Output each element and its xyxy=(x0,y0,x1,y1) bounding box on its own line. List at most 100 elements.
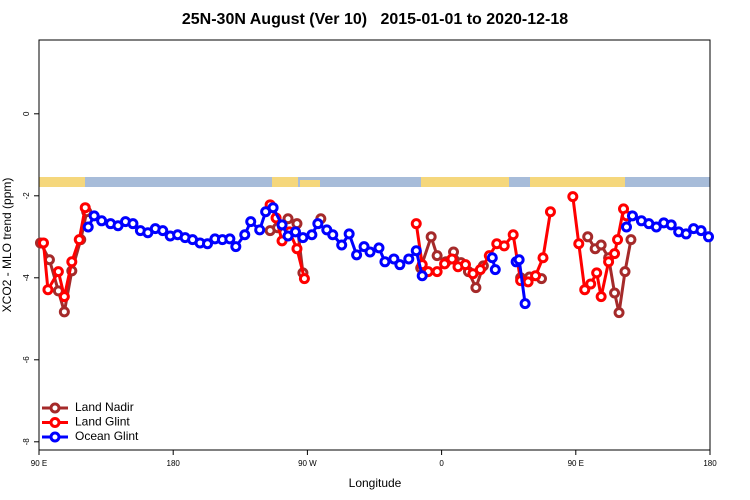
x-tick-label: 180 xyxy=(167,459,181,468)
data-point xyxy=(530,270,542,282)
chart-title: 25N-30N August (Ver 10) 2015-01-01 to 20… xyxy=(182,11,568,28)
x-tick-label: 90 E xyxy=(31,459,47,468)
data-point xyxy=(394,259,406,271)
data-point xyxy=(297,232,309,244)
x-tick-label: 90 W xyxy=(298,459,317,468)
data-point xyxy=(73,234,85,246)
y-tick-label: -4 xyxy=(22,274,31,282)
data-point xyxy=(343,228,355,240)
data-point xyxy=(403,253,415,265)
data-point xyxy=(58,291,70,303)
data-point xyxy=(431,250,443,262)
data-point xyxy=(291,243,303,255)
data-point xyxy=(276,219,288,231)
data-point xyxy=(567,191,579,203)
data-point xyxy=(312,218,324,230)
data-point xyxy=(519,298,531,310)
data-point xyxy=(609,287,621,299)
data-point xyxy=(201,238,213,250)
data-point xyxy=(291,218,303,230)
series-line xyxy=(86,205,710,304)
data-point xyxy=(336,239,348,251)
data-point xyxy=(489,264,501,276)
data-point xyxy=(42,284,54,296)
data-point xyxy=(364,246,376,258)
data-point xyxy=(410,245,422,257)
data-point xyxy=(425,231,437,243)
data-point xyxy=(665,219,677,231)
data-point xyxy=(58,306,70,318)
data-point xyxy=(267,202,279,214)
data-point xyxy=(522,276,534,288)
data-point xyxy=(245,216,257,228)
data-point xyxy=(612,234,624,246)
data-point xyxy=(88,210,100,222)
data-point xyxy=(127,218,139,230)
y-tick-label: -8 xyxy=(22,438,31,446)
series xyxy=(37,191,632,303)
data-point xyxy=(446,253,458,265)
data-point xyxy=(373,242,385,254)
data-point xyxy=(66,256,78,268)
data-point xyxy=(439,258,451,270)
data-point xyxy=(585,278,597,290)
legend-marker xyxy=(49,402,61,414)
data-point xyxy=(513,254,525,266)
legend-label: Land Glint xyxy=(75,415,130,429)
data-point xyxy=(239,229,251,241)
data-point xyxy=(537,252,549,264)
data-point xyxy=(459,259,471,271)
data-point xyxy=(595,239,607,251)
y-axis-label: XCO2 - MLO trend (ppm) xyxy=(0,178,14,313)
data-point xyxy=(507,229,519,241)
data-point xyxy=(410,218,422,230)
y-tick-label: -6 xyxy=(22,356,31,364)
y-tick-label: 0 xyxy=(22,111,31,116)
data-point xyxy=(52,266,64,278)
data-point xyxy=(431,266,443,278)
data-point xyxy=(298,273,310,285)
data-point xyxy=(306,229,318,241)
data-point xyxy=(582,231,594,243)
data-point xyxy=(224,233,236,245)
data-point xyxy=(351,249,363,261)
data-point xyxy=(573,238,585,250)
series xyxy=(82,202,715,310)
legend-marker xyxy=(49,417,61,428)
x-tick-label: 0 xyxy=(439,459,444,468)
data-point xyxy=(619,266,631,278)
data-point xyxy=(680,228,692,240)
data-point xyxy=(474,264,486,276)
data-point xyxy=(486,252,498,264)
data-point xyxy=(79,202,91,214)
x-axis-label: Longitude xyxy=(349,476,402,490)
data-point xyxy=(620,221,632,233)
series xyxy=(34,206,637,319)
land-ocean-strip xyxy=(39,177,710,187)
data-point xyxy=(603,256,615,268)
y-tick-label: -2 xyxy=(22,192,31,200)
data-point xyxy=(82,221,94,233)
data-point xyxy=(595,291,607,303)
data-point xyxy=(289,226,301,238)
data-point xyxy=(498,240,510,252)
data-point xyxy=(327,229,339,241)
data-point xyxy=(609,248,621,260)
data-point xyxy=(695,225,707,237)
data-point xyxy=(379,256,391,268)
data-point xyxy=(416,270,428,282)
data-point xyxy=(591,267,603,279)
data-point xyxy=(37,237,49,249)
legend-label: Land Nadir xyxy=(75,400,134,414)
x-tick-label: 90 E xyxy=(568,459,584,468)
data-point xyxy=(544,206,556,218)
data-point xyxy=(157,225,169,237)
data-point xyxy=(230,241,242,253)
legend-label: Ocean Glint xyxy=(75,429,139,443)
data-point xyxy=(96,215,108,227)
data-point xyxy=(703,231,715,243)
data-point xyxy=(626,210,638,222)
data-point xyxy=(613,307,625,319)
